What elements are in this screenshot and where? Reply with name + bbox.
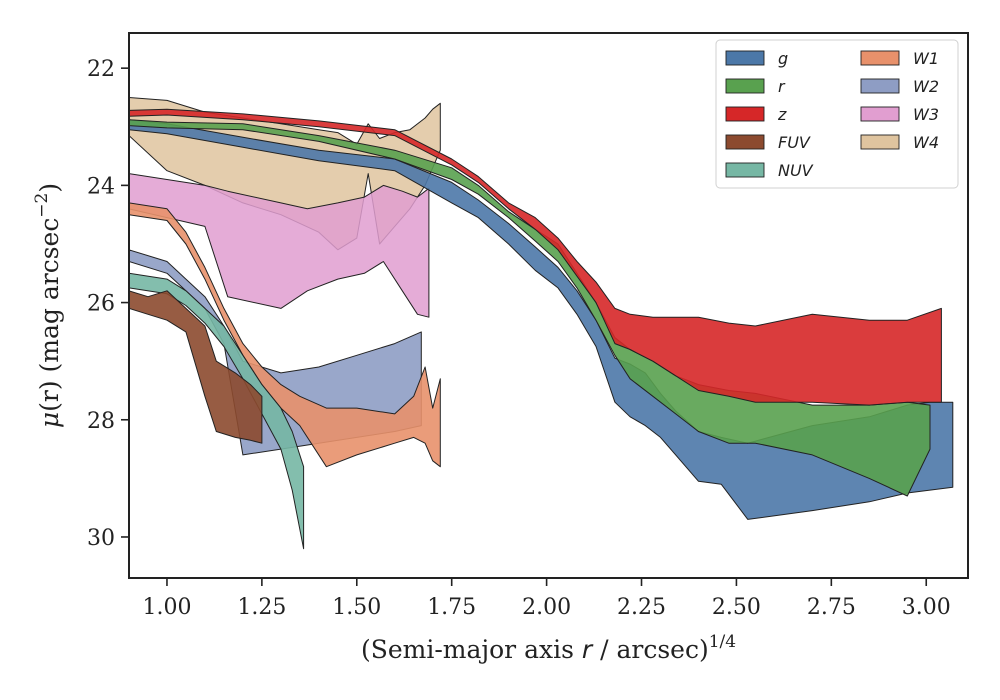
- x-tick-label: 1.25: [237, 595, 286, 620]
- legend-label-w3: W3: [913, 105, 939, 124]
- band-r: [129, 119, 931, 497]
- band-w1: [129, 202, 441, 468]
- band-z: [129, 108, 942, 406]
- y-tick-label: 26: [87, 292, 115, 317]
- legend-swatch-g: [725, 50, 765, 66]
- y-tick-label: 22: [87, 57, 115, 82]
- legend-label-g: g: [778, 49, 788, 68]
- x-axis-label: (Semi-major axis r / arcsec)1/4: [361, 632, 736, 664]
- x-tick-label: 2.75: [807, 595, 856, 620]
- legend-label-w1: W1: [913, 49, 939, 68]
- x-tick-label: 1.75: [427, 595, 476, 620]
- legend-label-nuv: NUV: [778, 161, 814, 180]
- x-tick-label: 3.00: [902, 595, 951, 620]
- y-tick-label: 28: [87, 409, 115, 434]
- y-axis-label: μ(r) (mag arcsec−2): [32, 183, 64, 428]
- legend-label-r: r: [778, 77, 786, 96]
- legend-swatch-fuv: [725, 134, 765, 150]
- legend-label-w2: W2: [913, 77, 939, 96]
- y-tick-label: 30: [87, 526, 115, 551]
- legend-box: [715, 39, 959, 189]
- legend-swatch-w2: [860, 78, 900, 94]
- legend-label-z: z: [777, 105, 787, 124]
- legend-swatch-w4: [860, 134, 900, 150]
- x-tick-label: 2.50: [712, 595, 761, 620]
- legend-swatch-w3: [860, 106, 900, 122]
- x-tick-label: 2.25: [617, 595, 666, 620]
- band-fuv: [129, 290, 263, 444]
- band-nuv: [129, 272, 305, 550]
- legend-swatch-nuv: [725, 162, 765, 178]
- legend-label-w4: W4: [913, 133, 939, 152]
- axis-ticks: 1.00 1.25 1.50 1.75 2.00 2.25 2.50 2.75 3.00 22 24…: [87, 57, 951, 620]
- x-tick-label: 1.50: [332, 595, 381, 620]
- x-tick-label: 2.00: [522, 595, 571, 620]
- series-bands: [129, 97, 954, 550]
- legend-swatch-w1: [860, 50, 900, 66]
- x-tick-label: 1.00: [142, 595, 191, 620]
- plot-frame: [128, 32, 969, 579]
- legend-label-fuv: FUV: [778, 133, 811, 152]
- band-w3: [129, 173, 430, 318]
- y-tick-label: 24: [87, 174, 115, 199]
- legend: grz FUV NUV W1 W2 W3 W4: [715, 39, 959, 189]
- legend-swatch-z: [725, 106, 765, 122]
- legend-swatch-r: [725, 78, 765, 94]
